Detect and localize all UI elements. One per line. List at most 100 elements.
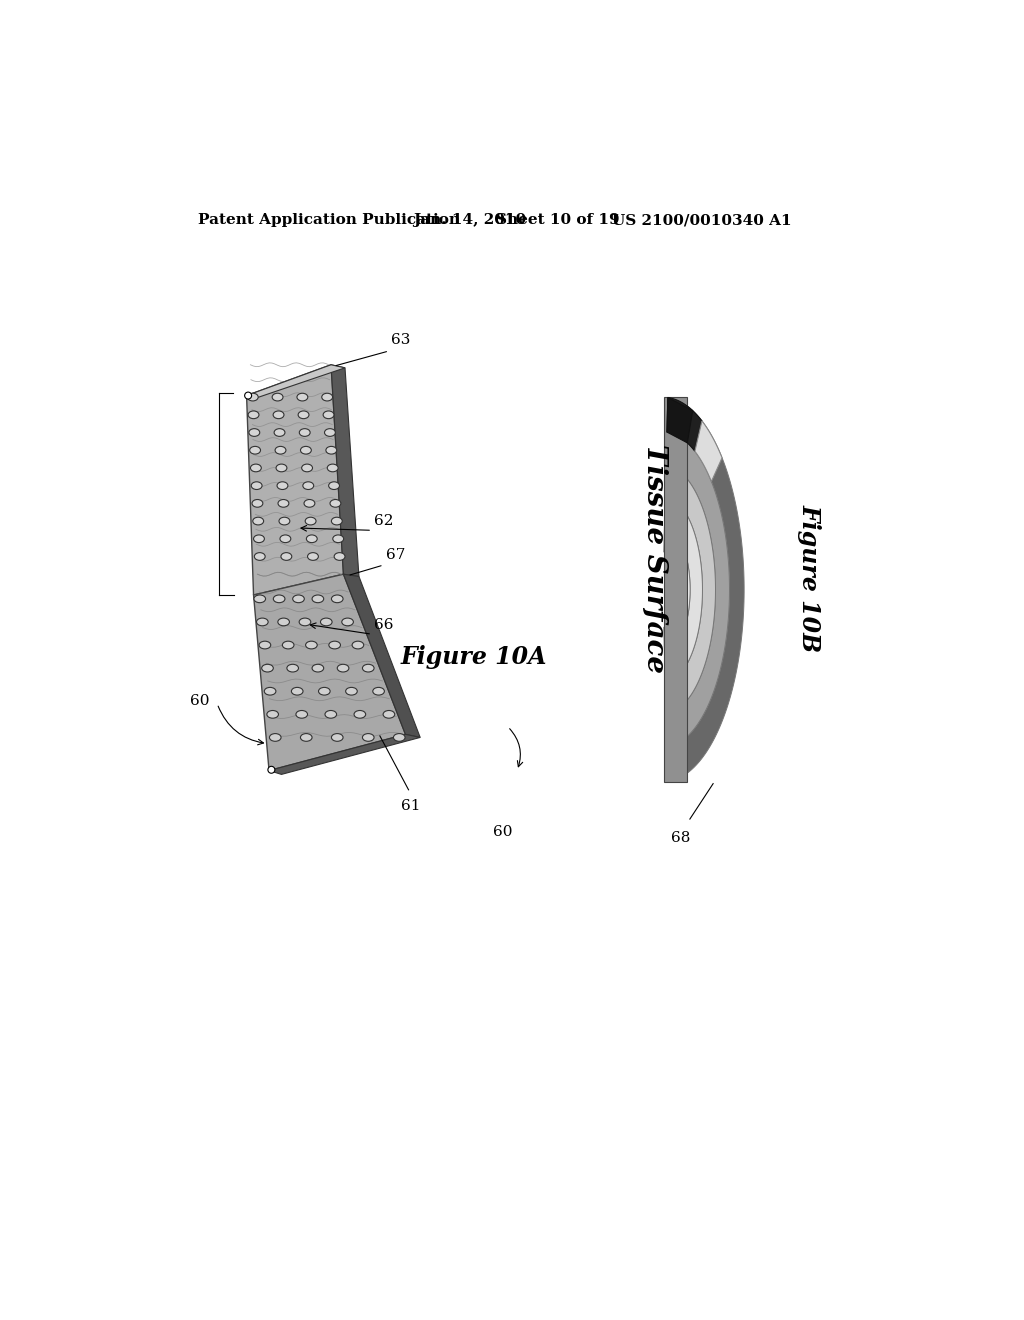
Ellipse shape (312, 595, 324, 603)
Ellipse shape (352, 642, 364, 649)
Ellipse shape (298, 411, 309, 418)
Ellipse shape (342, 618, 353, 626)
Ellipse shape (293, 595, 304, 603)
Ellipse shape (362, 734, 374, 742)
Ellipse shape (275, 446, 286, 454)
Ellipse shape (337, 664, 349, 672)
Text: 60: 60 (190, 694, 210, 709)
Ellipse shape (324, 411, 334, 418)
Text: 67: 67 (386, 548, 406, 562)
Circle shape (245, 392, 252, 399)
Ellipse shape (250, 446, 260, 454)
Ellipse shape (251, 465, 261, 471)
Ellipse shape (254, 535, 264, 543)
Ellipse shape (362, 664, 374, 672)
Text: Figure 10B: Figure 10B (798, 504, 822, 652)
Text: Figure 10A: Figure 10A (400, 645, 547, 669)
Polygon shape (269, 734, 420, 775)
Ellipse shape (262, 664, 273, 672)
Polygon shape (666, 465, 716, 714)
Text: US 2100/0010340 A1: US 2100/0010340 A1 (612, 213, 792, 227)
Ellipse shape (281, 553, 292, 561)
Ellipse shape (329, 642, 340, 649)
Ellipse shape (307, 553, 318, 561)
Ellipse shape (292, 688, 303, 696)
Polygon shape (664, 553, 678, 627)
Ellipse shape (259, 642, 270, 649)
Ellipse shape (278, 482, 288, 490)
Ellipse shape (326, 446, 337, 454)
Ellipse shape (248, 411, 259, 418)
Polygon shape (254, 574, 406, 771)
Polygon shape (665, 496, 702, 684)
Ellipse shape (269, 734, 281, 742)
Ellipse shape (333, 535, 344, 543)
Text: 62: 62 (375, 513, 394, 528)
Ellipse shape (304, 499, 314, 507)
Ellipse shape (296, 710, 307, 718)
Ellipse shape (273, 411, 284, 418)
Ellipse shape (302, 465, 312, 471)
Text: 60: 60 (493, 825, 512, 840)
Ellipse shape (278, 618, 290, 626)
Ellipse shape (249, 429, 260, 437)
Ellipse shape (332, 595, 343, 603)
Ellipse shape (251, 482, 262, 490)
Ellipse shape (280, 535, 291, 543)
Ellipse shape (300, 734, 312, 742)
Ellipse shape (287, 664, 299, 672)
Ellipse shape (267, 710, 279, 718)
Ellipse shape (393, 734, 406, 742)
Ellipse shape (325, 429, 335, 437)
Ellipse shape (322, 393, 333, 401)
Text: 66: 66 (375, 618, 394, 632)
Polygon shape (667, 397, 702, 451)
Text: 63: 63 (391, 333, 411, 347)
Text: Tissue Surface: Tissue Surface (641, 445, 669, 673)
Ellipse shape (332, 734, 343, 742)
Ellipse shape (312, 664, 324, 672)
Ellipse shape (253, 517, 263, 525)
Ellipse shape (278, 499, 289, 507)
Polygon shape (667, 397, 744, 781)
Ellipse shape (252, 499, 263, 507)
Text: 61: 61 (400, 799, 420, 813)
Ellipse shape (264, 688, 275, 696)
Ellipse shape (318, 688, 330, 696)
Polygon shape (247, 364, 343, 595)
Ellipse shape (373, 688, 384, 696)
Polygon shape (666, 432, 729, 747)
Ellipse shape (248, 393, 258, 401)
Ellipse shape (305, 517, 316, 525)
Ellipse shape (274, 429, 285, 437)
Ellipse shape (328, 465, 338, 471)
Ellipse shape (306, 535, 317, 543)
Ellipse shape (279, 517, 290, 525)
Ellipse shape (297, 393, 308, 401)
Polygon shape (331, 364, 359, 577)
Ellipse shape (272, 393, 283, 401)
Text: Jan. 14, 2010: Jan. 14, 2010 (414, 213, 526, 227)
Ellipse shape (325, 710, 337, 718)
Ellipse shape (273, 595, 285, 603)
Ellipse shape (254, 553, 265, 561)
Polygon shape (664, 397, 687, 781)
Polygon shape (667, 397, 692, 442)
Circle shape (268, 767, 274, 774)
Polygon shape (247, 364, 345, 399)
Ellipse shape (299, 618, 310, 626)
Ellipse shape (299, 429, 310, 437)
Text: Patent Application Publication: Patent Application Publication (198, 213, 460, 227)
Ellipse shape (330, 499, 341, 507)
Ellipse shape (283, 642, 294, 649)
Ellipse shape (276, 465, 287, 471)
Polygon shape (695, 421, 722, 482)
Ellipse shape (354, 710, 366, 718)
Ellipse shape (346, 688, 357, 696)
Ellipse shape (303, 482, 313, 490)
Ellipse shape (334, 553, 345, 561)
Ellipse shape (329, 482, 340, 490)
Ellipse shape (383, 710, 394, 718)
Ellipse shape (332, 517, 342, 525)
Ellipse shape (300, 446, 311, 454)
